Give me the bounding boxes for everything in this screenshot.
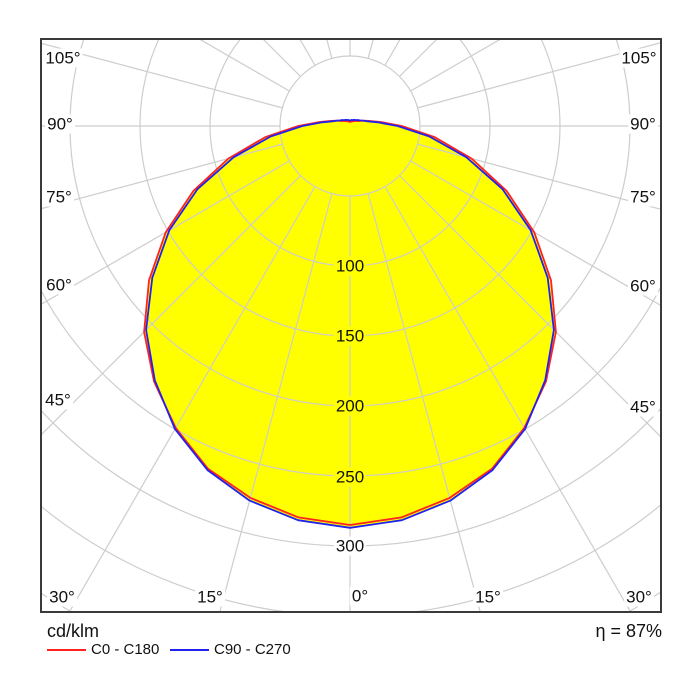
curve-C0-C180 xyxy=(143,119,557,526)
chart-footer: cd/klm C0 - C180 C90 - C270 η = 87% xyxy=(0,618,700,678)
units-label: cd/klm xyxy=(47,621,100,641)
grid-spoke-315 xyxy=(41,175,301,436)
legend-label-c90-c270: C90 - C270 xyxy=(214,641,291,658)
grid-spoke-240 xyxy=(198,39,290,92)
legend-entry-c0-c180: C0 - C180 xyxy=(47,642,159,657)
grid-spoke-45 xyxy=(399,175,661,438)
grid-spoke-165 xyxy=(367,39,374,59)
grid-spoke-345 xyxy=(219,193,333,612)
grid-spoke-150 xyxy=(384,39,401,66)
grid-spoke-285 xyxy=(41,143,283,210)
grid-spoke-15 xyxy=(367,193,481,612)
grid-spoke-300 xyxy=(41,160,290,306)
legend-label-c0-c180: C0 - C180 xyxy=(91,641,160,658)
grid-spoke-195 xyxy=(326,39,333,59)
grid-spoke-60 xyxy=(410,160,661,307)
grid-spoke-255 xyxy=(41,42,283,109)
grid-spoke-105 xyxy=(417,42,661,109)
legend-line-red xyxy=(47,648,86,651)
curve-C90-C270 xyxy=(145,119,555,529)
plot-border xyxy=(40,38,662,613)
intensity-curves xyxy=(143,119,557,529)
legend-line-blue xyxy=(170,648,209,651)
efficiency-value: η = 87% xyxy=(595,621,662,641)
legend-entry-c90-c270: C90 - C270 xyxy=(170,642,291,657)
grid-spoke-120 xyxy=(410,39,502,92)
grid-spoke-75 xyxy=(417,143,661,210)
grid-spoke-210 xyxy=(299,39,316,66)
